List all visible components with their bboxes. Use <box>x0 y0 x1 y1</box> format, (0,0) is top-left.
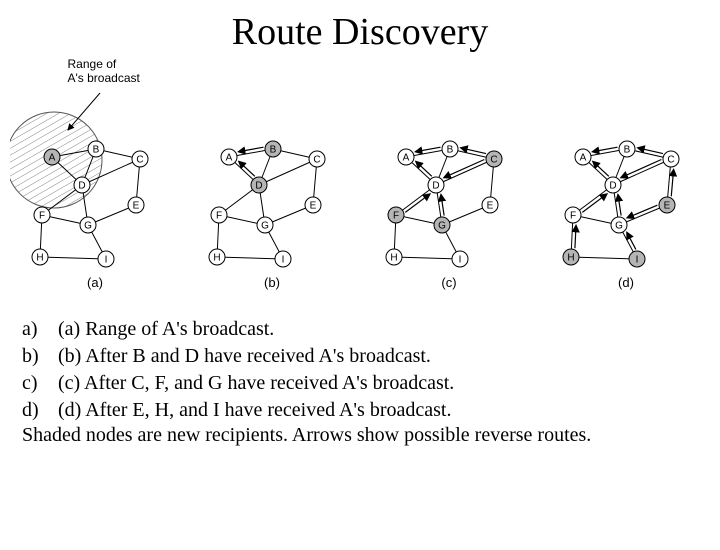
svg-text:H: H <box>36 253 43 264</box>
svg-text:D: D <box>78 181 85 192</box>
svg-text:H: H <box>213 253 220 264</box>
svg-text:B: B <box>446 145 453 156</box>
caption-text: (a) Range of A's broadcast. <box>58 316 274 343</box>
panel-d: A B C D E F G H I(d) <box>541 60 711 310</box>
caption-a: a) (a) Range of A's broadcast. <box>22 316 702 343</box>
svg-text:D: D <box>255 181 262 192</box>
panel-a: Range of A's broadcast A B C D E F G H I(a) <box>10 60 180 310</box>
svg-text:G: G <box>84 221 92 232</box>
svg-text:(b): (b) <box>264 275 280 290</box>
svg-text:D: D <box>432 181 439 192</box>
svg-text:I: I <box>104 255 107 266</box>
svg-text:I: I <box>458 255 461 266</box>
svg-text:B: B <box>269 145 276 156</box>
svg-text:C: C <box>136 155 143 166</box>
svg-text:A: A <box>402 153 409 164</box>
svg-text:E: E <box>309 201 316 212</box>
svg-text:E: E <box>663 201 670 212</box>
svg-text:C: C <box>490 155 497 166</box>
broadcast-callout: Range of A's broadcast <box>68 58 140 86</box>
svg-text:I: I <box>635 255 638 266</box>
callout-line1: Range of <box>68 58 140 72</box>
svg-text:A: A <box>48 153 55 164</box>
panels-row: Range of A's broadcast ABCDEFGHI(a) ABCD… <box>0 60 720 310</box>
caption-list: a) (a) Range of A's broadcast. b) (b) Af… <box>0 310 720 424</box>
svg-text:F: F <box>569 211 575 222</box>
caption-c: c) (c) After C, F, and G have received A… <box>22 370 702 397</box>
svg-text:B: B <box>623 145 630 156</box>
svg-text:G: G <box>261 221 269 232</box>
caption-text: (d) After E, H, and I have received A's … <box>58 397 451 424</box>
panel-b: A B C D E F G H I(b) <box>187 60 357 310</box>
panel-c: A B C D E F G H I(c) <box>364 60 534 310</box>
callout-line2: A's broadcast <box>68 72 140 86</box>
caption-d: d) (d) After E, H, and I have received A… <box>22 397 702 424</box>
footer-note: Shaded nodes are new recipients. Arrows … <box>0 424 720 447</box>
page-title: Route Discovery <box>0 10 720 54</box>
caption-marker: b) <box>22 343 58 370</box>
svg-text:E: E <box>132 201 139 212</box>
svg-text:F: F <box>38 211 44 222</box>
caption-marker: d) <box>22 397 58 424</box>
svg-text:G: G <box>615 221 623 232</box>
svg-text:I: I <box>281 255 284 266</box>
svg-text:(c): (c) <box>441 275 456 290</box>
caption-marker: a) <box>22 316 58 343</box>
svg-text:B: B <box>92 145 99 156</box>
svg-text:(d): (d) <box>618 275 634 290</box>
svg-text:H: H <box>390 253 397 264</box>
caption-text: (b) After B and D have received A's broa… <box>58 343 431 370</box>
svg-text:F: F <box>215 211 221 222</box>
svg-text:A: A <box>225 153 232 164</box>
svg-text:C: C <box>313 155 320 166</box>
svg-text:(a): (a) <box>87 275 103 290</box>
svg-text:D: D <box>609 181 616 192</box>
svg-text:F: F <box>392 211 398 222</box>
caption-text: (c) After C, F, and G have received A's … <box>58 370 454 397</box>
caption-marker: c) <box>22 370 58 397</box>
svg-text:G: G <box>438 221 446 232</box>
svg-text:C: C <box>667 155 674 166</box>
caption-b: b) (b) After B and D have received A's b… <box>22 343 702 370</box>
svg-text:A: A <box>579 153 586 164</box>
svg-text:H: H <box>567 253 574 264</box>
svg-text:E: E <box>486 201 493 212</box>
